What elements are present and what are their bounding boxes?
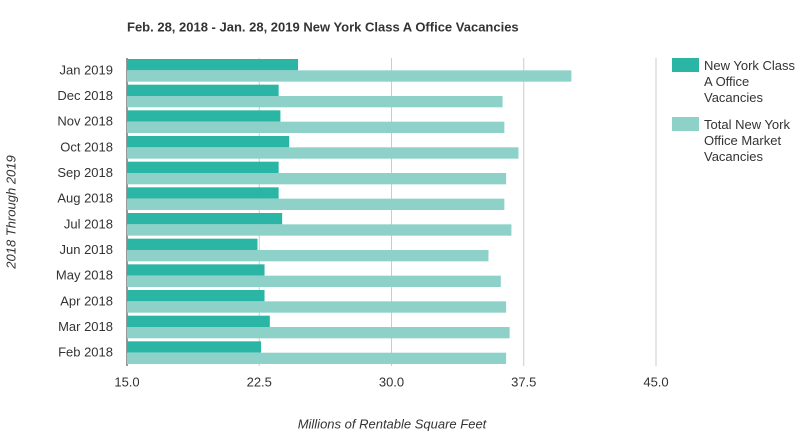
bar [127,198,505,210]
x-tick-label: 30.0 [379,374,404,389]
x-tick-label: 22.5 [247,374,272,389]
bar [127,250,489,262]
bar [127,84,279,96]
legend-item: New York Class A Office Vacancies [672,58,801,106]
bar [127,187,279,199]
legend-swatch [672,58,699,72]
bar [127,327,510,339]
bar [127,147,519,159]
y-tick-label: Oct 2018 [60,139,113,154]
y-tick-label: Aug 2018 [57,191,113,206]
bar [127,224,512,236]
y-tick-label: Jul 2018 [64,216,113,231]
bar [127,70,572,82]
legend-label: Total New York Office Market Vacancies [704,117,790,164]
legend-label: New York Class A Office Vacancies [704,58,796,105]
y-tick-label: Dec 2018 [57,88,113,103]
y-tick-label: Mar 2018 [58,319,113,334]
y-tick-label: Nov 2018 [57,114,113,129]
y-tick-label: Sep 2018 [57,165,113,180]
bar [127,121,505,133]
bar [127,110,281,122]
bar [127,213,283,225]
x-axis-title: Millions of Rentable Square Feet [298,416,488,431]
bar [127,341,262,353]
y-tick-label: Apr 2018 [60,293,113,308]
x-tick-label: 15.0 [114,374,139,389]
bar [127,290,265,302]
bar [127,238,258,250]
bar [127,264,265,276]
x-tick-label: 37.5 [511,374,536,389]
bar [127,96,503,108]
y-tick-label: Feb 2018 [58,345,113,360]
y-tick-label: May 2018 [56,268,113,283]
bar [127,161,279,173]
y-tick-label: Jun 2018 [60,242,114,257]
y-axis-title: 2018 Through 2019 [3,155,18,269]
bar [127,173,507,185]
bar [127,301,507,313]
x-tick-label: 45.0 [643,374,668,389]
legend-item: Total New York Office Market Vacancies [672,117,801,165]
legend-swatch [672,117,699,131]
bar [127,59,299,71]
bar [127,136,290,148]
bar [127,275,501,287]
bar [127,352,507,364]
bar [127,315,270,327]
chart-title: Feb. 28, 2018 - Jan. 28, 2019 New York C… [127,19,519,34]
y-tick-label: Jan 2019 [60,62,114,77]
